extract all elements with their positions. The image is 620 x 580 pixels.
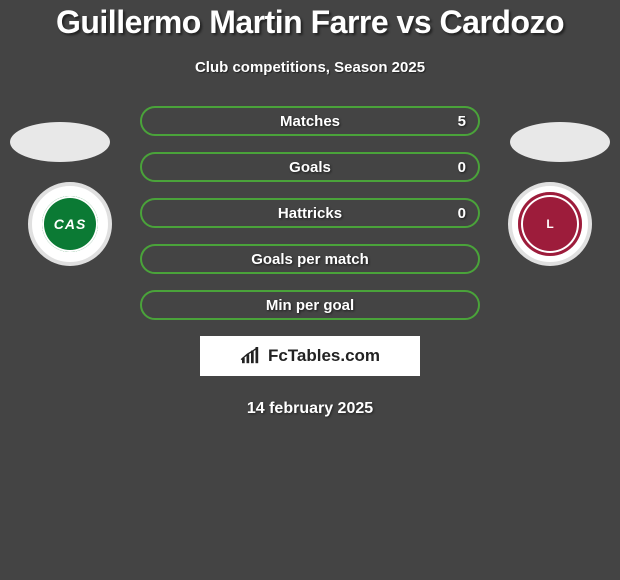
- stat-value-right: [454, 246, 478, 272]
- stat-value-left: [142, 154, 166, 180]
- stat-row: Goals 0: [140, 152, 480, 182]
- date-label: 14 february 2025: [0, 400, 620, 418]
- page-title: Guillermo Martin Farre vs Cardozo: [0, 0, 620, 41]
- stat-value-right: 0: [446, 200, 478, 226]
- stat-value-right: 0: [446, 154, 478, 180]
- stats-list: Matches 5 Goals 0 Hattricks 0 Goals per …: [140, 106, 480, 320]
- stat-row: Min per goal: [140, 290, 480, 320]
- stat-value-right: [454, 292, 478, 318]
- stat-label: Goals per match: [142, 251, 478, 268]
- stat-row: Goals per match: [140, 244, 480, 274]
- chart-icon: [240, 347, 262, 365]
- crest-right-text: L: [518, 192, 582, 256]
- crest-left-text: CAS: [42, 196, 98, 252]
- player-right-placeholder: [510, 122, 610, 162]
- stat-row: Matches 5: [140, 106, 480, 136]
- stat-label: Goals: [142, 159, 478, 176]
- stat-label: Min per goal: [142, 297, 478, 314]
- comparison-panel: CAS L Matches 5 Goals 0 Hattricks 0 Goal…: [0, 106, 620, 418]
- stat-row: Hattricks 0: [140, 198, 480, 228]
- stat-label: Hattricks: [142, 205, 478, 222]
- club-crest-left: CAS: [20, 182, 120, 266]
- club-crest-right: L: [500, 182, 600, 266]
- brand-text: FcTables.com: [268, 346, 380, 366]
- stat-value-left: [142, 246, 166, 272]
- subtitle: Club competitions, Season 2025: [0, 59, 620, 76]
- player-left-placeholder: [10, 122, 110, 162]
- stat-value-left: [142, 200, 166, 226]
- stat-value-left: [142, 292, 166, 318]
- stat-value-right: 5: [446, 108, 478, 134]
- stat-label: Matches: [142, 113, 478, 130]
- stat-value-left: [142, 108, 166, 134]
- brand-badge: FcTables.com: [200, 336, 420, 376]
